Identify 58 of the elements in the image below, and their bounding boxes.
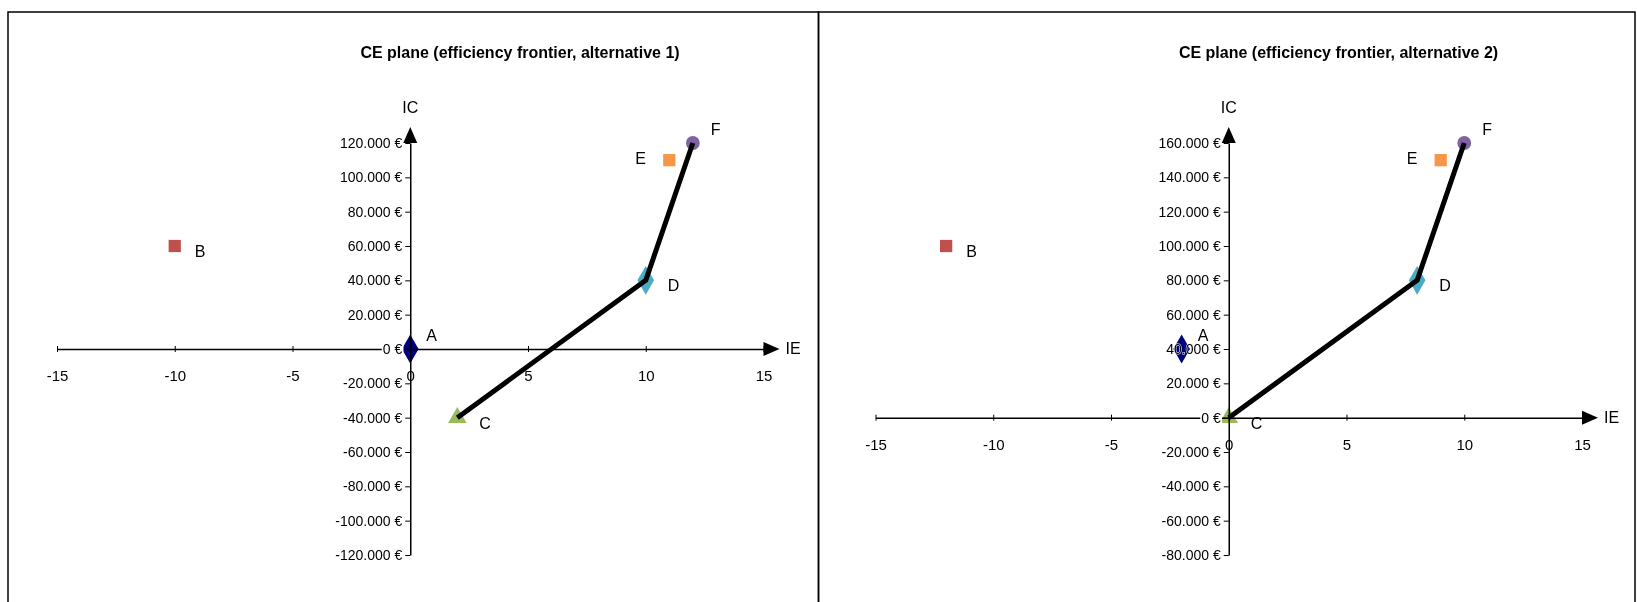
x-tick-label: -5 [286, 367, 300, 384]
x-tick-label: 10 [1456, 435, 1474, 453]
x-tick-label: 15 [1574, 435, 1591, 453]
y-tick-label: -40.000 € [343, 409, 403, 426]
y-tick-label: 0 € [382, 340, 403, 357]
series-label: F [1482, 121, 1493, 138]
y-tick-label: 100.000 € [339, 169, 403, 186]
y-axis-title: IC [402, 99, 419, 116]
x-axis-title: IE [1604, 408, 1620, 426]
y-tick-label: -80.000 € [343, 478, 403, 495]
x-tick-label: -15 [46, 367, 69, 384]
y-tick-label: 60.000 € [1166, 306, 1221, 323]
y-tick-label: -100.000 € [335, 512, 403, 529]
series-label: C [479, 414, 491, 432]
x-tick-label: 5 [1342, 435, 1352, 453]
point [940, 239, 953, 253]
y-tick-label: 40.000 € [347, 272, 403, 289]
y-tick-label: 120.000 € [1158, 203, 1221, 220]
y-tick-label: 0 € [1201, 409, 1221, 426]
series-label: E [1406, 150, 1418, 168]
x-tick-label: -10 [982, 435, 1005, 453]
y-tick-label: -20.000 € [343, 375, 403, 392]
y-tick-label: -120.000 € [335, 546, 403, 563]
chart-title: CE plane (efficiency frontier, alternative 2) [1178, 44, 1499, 61]
x-tick-label: 15 [755, 367, 773, 384]
y-tick-label: -20.000 € [1161, 443, 1221, 460]
series-label: B [966, 243, 977, 260]
chart-title: CE plane (efficiency frontier, alternative 1) [360, 44, 680, 61]
y-tick-label: 100.000 € [1158, 237, 1221, 254]
y-tick-label: 80.000 € [347, 203, 403, 220]
y-tick-label: -80.000 € [1161, 546, 1221, 563]
x-axis-title: IE [785, 340, 801, 357]
series-label: F [710, 121, 721, 138]
series-label: A [426, 327, 438, 344]
y-tick-label: 20.000 € [347, 306, 403, 323]
x-tick-label: 5 [524, 367, 533, 384]
series-label: A [1197, 327, 1209, 344]
x-tick-label: -10 [164, 367, 187, 384]
y-tick-label: 160.000 € [1158, 134, 1221, 151]
x-tick-label: -15 [865, 435, 887, 453]
y-tick-label: -60.000 € [343, 443, 403, 460]
series-label: D [667, 277, 680, 295]
point [1434, 154, 1447, 167]
y-axis-title: IC [1220, 99, 1237, 116]
point [663, 154, 676, 167]
y-tick-label: 80.000 € [1166, 272, 1221, 289]
y-tick-label: 20.000 € [1166, 375, 1221, 392]
series-label: B [194, 243, 206, 260]
y-tick-label: 60.000 € [347, 237, 403, 254]
x-tick-label: -5 [1104, 435, 1119, 453]
y-tick-label: 120.000 € [339, 134, 403, 151]
series-label: D [1439, 277, 1451, 295]
x-tick-label: 10 [637, 367, 655, 384]
y-tick-label: -40.000 € [1161, 478, 1221, 495]
series-label: E [635, 150, 646, 168]
y-tick-label: 140.000 € [1158, 169, 1221, 186]
point [168, 239, 181, 253]
y-tick-label: -60.000 € [1161, 512, 1221, 529]
